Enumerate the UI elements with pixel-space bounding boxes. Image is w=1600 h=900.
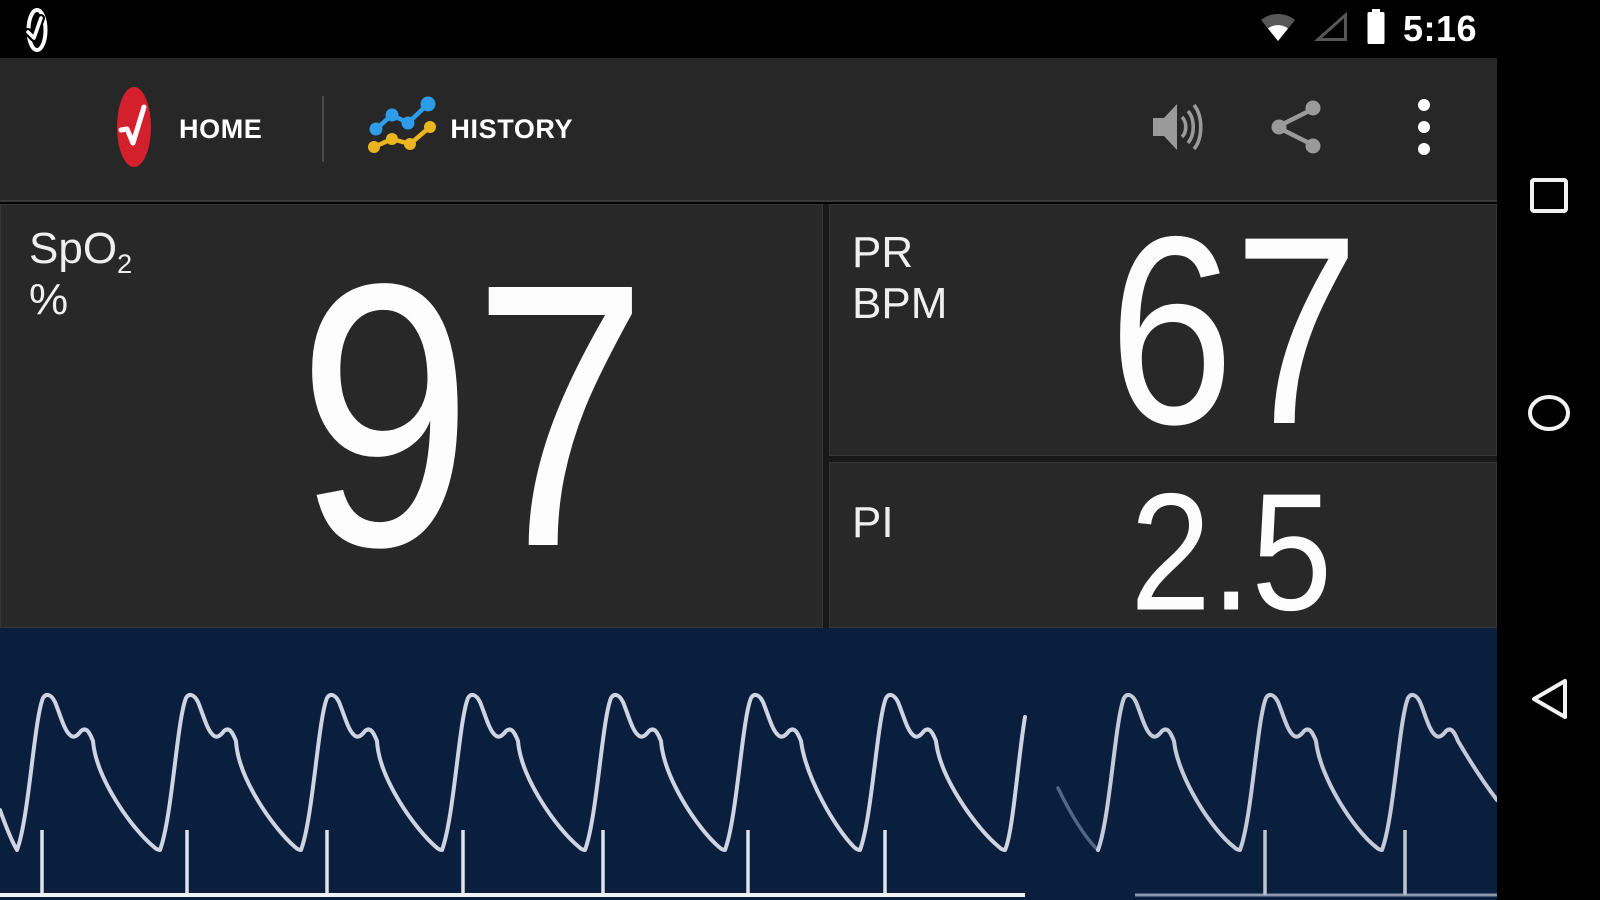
pleth-trace	[0, 692, 1027, 852]
back-button[interactable]	[1527, 675, 1571, 728]
spo2-value: 97	[297, 206, 648, 625]
tab-home-label: HOME	[179, 113, 263, 144]
android-navigation-bar	[1497, 0, 1600, 900]
spo2-label: SpO2 %	[29, 224, 133, 325]
clock: 5:16	[1402, 8, 1477, 49]
home-button[interactable]	[1526, 394, 1572, 437]
pulse-rate-label: PR BPM	[852, 228, 948, 329]
pulse-rate-value: 67	[1108, 180, 1359, 480]
tab-history-label: HISTORY	[450, 113, 574, 144]
spo2-unit: %	[29, 275, 69, 325]
app-toolbar: HOME HISTORY	[0, 58, 1497, 202]
perfusion-index-label: PI	[852, 498, 894, 547]
status-bar: 5:16	[0, 0, 1600, 58]
pleth-waveform-area	[0, 628, 1497, 900]
pleth-trace-faint-tail	[1056, 786, 1100, 852]
cell-signal-icon	[1313, 11, 1349, 48]
status-icons-cluster: 5:16	[1259, 0, 1477, 58]
tab-history[interactable]: HISTORY	[367, 96, 573, 163]
vitals-panels: SpO2 % 97 PR BPM 67 PI 2.5	[0, 196, 1497, 636]
history-chart-icon	[367, 96, 445, 163]
perfusion-index-panel: PI 2.5	[829, 462, 1497, 636]
pulse-rate-panel: PR BPM 67	[829, 196, 1497, 464]
wifi-icon	[1259, 11, 1297, 48]
perfusion-index-value: 2.5	[1130, 459, 1332, 646]
toolbar-actions	[1147, 95, 1497, 164]
recents-button[interactable]	[1528, 176, 1570, 221]
tab-home[interactable]: HOME	[116, 86, 262, 173]
pleth-trace-old	[1096, 692, 1497, 852]
home-pulse-icon	[116, 86, 152, 173]
app-notification-icon	[24, 7, 48, 58]
pulse-tick-marks	[40, 830, 1407, 895]
volume-button[interactable]	[1147, 95, 1211, 164]
overflow-menu-button[interactable]	[1417, 98, 1431, 161]
spo2-panel: SpO2 % 97	[0, 204, 823, 628]
tab-divider	[322, 96, 325, 162]
battery-icon	[1365, 8, 1387, 50]
share-button[interactable]	[1267, 97, 1327, 162]
